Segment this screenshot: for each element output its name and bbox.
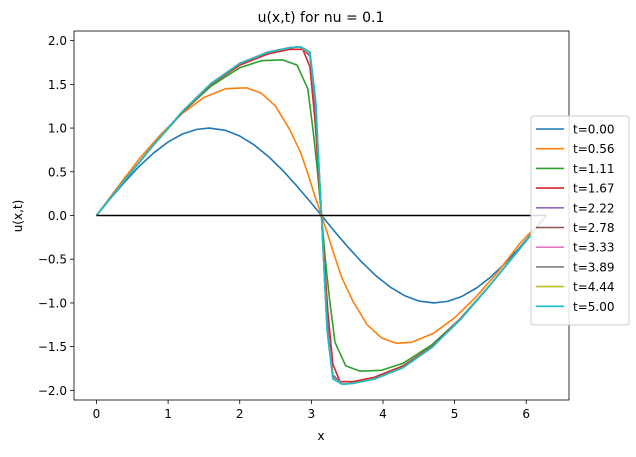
legend-label: t=2.78	[573, 221, 614, 235]
x-axis-label: x	[317, 429, 324, 443]
legend-label: t=4.44	[573, 280, 614, 294]
legend-label: t=1.67	[573, 182, 614, 196]
x-tick-label: 3	[308, 407, 316, 421]
y-tick-label: −2.0	[38, 384, 67, 398]
y-tick-label: 1.0	[48, 122, 67, 136]
legend-label: t=3.33	[573, 241, 614, 255]
y-tick-label: −1.5	[38, 340, 67, 354]
y-tick-label: 1.5	[48, 78, 67, 92]
legend-label: t=5.00	[573, 300, 614, 314]
x-tick-label: 5	[451, 407, 459, 421]
legend-label: t=3.89	[573, 260, 614, 274]
x-tick-label: 6	[522, 407, 530, 421]
x-tick-label: 2	[236, 407, 244, 421]
x-tick-label: 0	[93, 407, 101, 421]
y-tick-label: −0.5	[38, 253, 67, 267]
legend-label: t=2.22	[573, 201, 614, 215]
y-tick-label: −1.0	[38, 296, 67, 310]
legend: t=0.00 t=0.56 t=1.11 t=1.67 t=2.22 t=2.78 t=3.…	[530, 115, 630, 326]
legend-label: t=0.00	[573, 123, 614, 137]
y-tick-label: 0.5	[48, 165, 67, 179]
legend-label: t=1.11	[573, 162, 614, 176]
legend-label: t=0.56	[573, 142, 614, 156]
x-tick-label: 1	[164, 407, 172, 421]
y-tick-label: 2.0	[48, 34, 67, 48]
y-axis-label: u(x,t)	[11, 200, 25, 233]
plot-area: 0 1 2 3 4 5 6 −2.0 −1.5 −1.0 −0.5 0.0 0.5 1.0 1.5 2.0	[38, 30, 570, 421]
chart-title: u(x,t) for nu = 0.1	[258, 10, 385, 26]
x-tick-label: 4	[379, 407, 387, 421]
y-tick-label: 0.0	[48, 209, 67, 223]
